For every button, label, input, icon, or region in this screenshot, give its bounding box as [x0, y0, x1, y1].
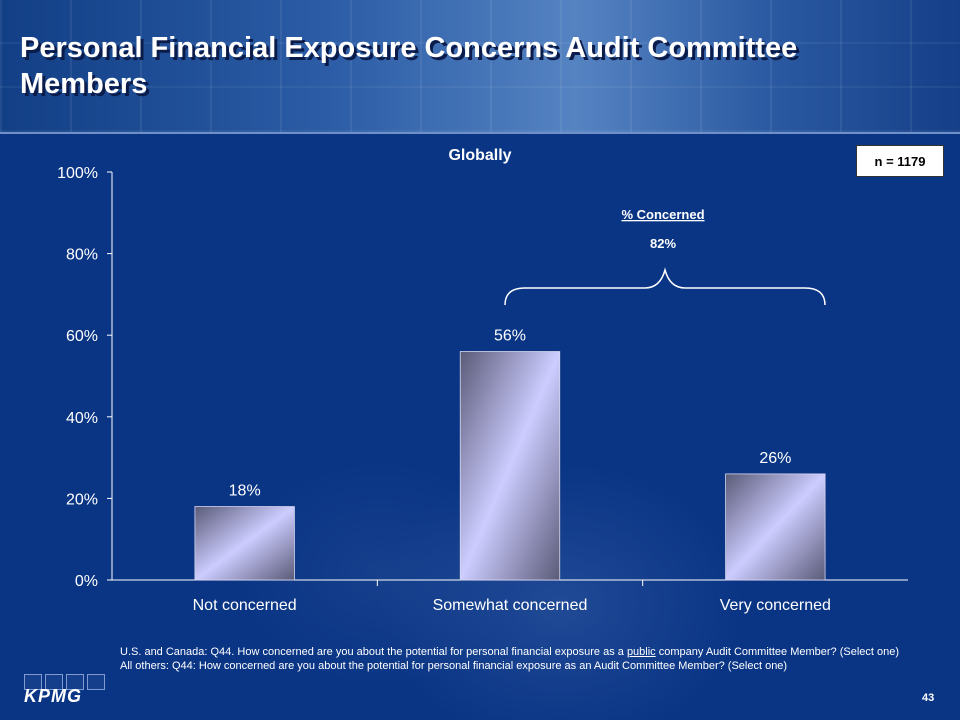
category-label: Somewhat concerned — [433, 597, 588, 614]
y-tick-label: 0% — [75, 573, 98, 590]
chart-title: Globally — [448, 147, 512, 164]
data-label: 26% — [759, 450, 791, 467]
kpmg-logo: KPMG — [14, 672, 105, 712]
y-tick-label: 60% — [66, 328, 98, 345]
chart-bars: 18% Not concerned 56% Somewhat concerned 26%… — [193, 328, 831, 614]
header-divider — [0, 132, 960, 134]
data-label: 18% — [229, 483, 261, 500]
footnote: U.S. and Canada: Q44. How concerned are … — [120, 645, 940, 673]
logo-boxes — [24, 674, 105, 690]
bar-chart: 0% 20% 40% 60% 80% 100% 18% Not concerned 56% So… — [57, 165, 908, 614]
y-tick-label: 40% — [66, 410, 98, 427]
logo-wordmark: KPMG — [24, 686, 82, 706]
data-label: 56% — [494, 328, 526, 345]
bar — [459, 351, 561, 581]
footnote-underlined-word: public — [626, 646, 656, 658]
bar — [194, 506, 295, 581]
sample-size-box: n = 1179 — [856, 145, 944, 177]
page-title: Personal Financial Exposure Concerns Aud… — [20, 32, 798, 100]
footnote-line-2: All others: Q44: How concerned are you a… — [120, 660, 788, 672]
bar — [725, 473, 826, 581]
brace-label: % Concerned — [621, 207, 704, 222]
header-window-pattern — [0, 0, 960, 132]
page-number: 43 — [922, 692, 935, 704]
brace-value: 82% — [650, 236, 676, 251]
header-banner: Personal Financial Exposure Concerns Aud… — [0, 0, 960, 132]
footnote-text: company Audit Committee Member? (Select … — [655, 646, 900, 658]
footnote-line-1: U.S. and Canada: Q44. How concerned are … — [120, 645, 940, 659]
footnote-text: U.S. and Canada: Q44. How concerned are … — [120, 646, 627, 658]
y-tick-label: 80% — [66, 247, 98, 264]
y-tick-label: 20% — [66, 491, 98, 508]
y-tick-label: 100% — [57, 165, 98, 182]
category-label: Not concerned — [193, 597, 297, 614]
concerned-brace: % Concerned 82% — [504, 207, 826, 306]
brace-path — [504, 267, 826, 306]
category-label: Very concerned — [720, 597, 831, 614]
